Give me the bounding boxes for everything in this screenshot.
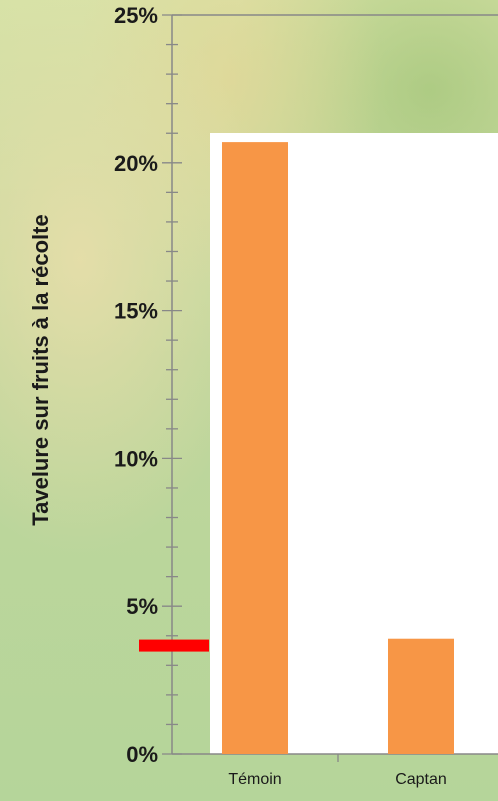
bar <box>222 142 288 754</box>
x-tick-label: Captan <box>395 771 447 788</box>
x-tick-labels: Témoin Captan <box>228 771 446 788</box>
y-tick-labels: 0% 5% 10% 15% 20% 25% <box>114 3 158 767</box>
y-tick-label: 5% <box>126 594 158 619</box>
y-tick-label: 25% <box>114 3 158 28</box>
bars <box>222 142 454 762</box>
y-tick-label: 0% <box>126 742 158 767</box>
bar <box>388 638 454 754</box>
y-axis-title: Tavelure sur fruits à la récolte <box>28 214 53 525</box>
y-tick-label: 10% <box>114 446 158 471</box>
x-tick-label: Témoin <box>228 771 281 788</box>
y-tick-label: 15% <box>114 299 158 324</box>
threshold-marker <box>139 639 209 652</box>
y-tick-label: 20% <box>114 151 158 176</box>
